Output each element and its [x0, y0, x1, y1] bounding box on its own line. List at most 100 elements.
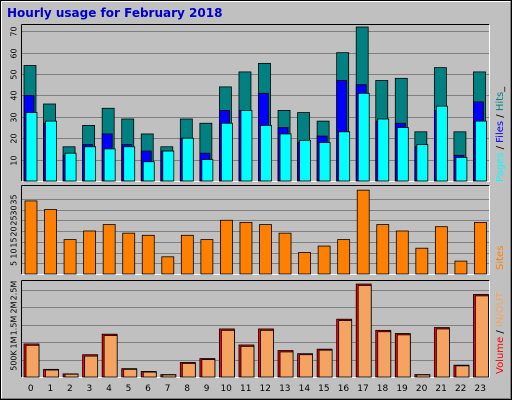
pages-bar: [84, 146, 97, 182]
x-tick-label: 18: [377, 384, 389, 394]
sites-bar: [44, 209, 57, 275]
hits-panel-y-tick-label: 40: [10, 90, 19, 100]
pages-bar: [181, 137, 194, 182]
sites-bar: [298, 252, 311, 275]
pages-bar: [64, 152, 77, 182]
in-out-bar: [162, 374, 177, 378]
pages-bar: [455, 157, 468, 182]
pages-bar: [338, 131, 351, 182]
pages-bar: [25, 112, 38, 182]
pages-bar: [377, 118, 390, 182]
sites-panel-y-tick-label: 15: [10, 237, 19, 247]
x-tick-label: 10: [220, 384, 232, 394]
in-out-bar: [396, 334, 411, 378]
in-out-bar: [84, 355, 99, 378]
series-in-out: [25, 285, 489, 378]
sites-bar: [24, 200, 38, 275]
in-out-bar: [181, 363, 196, 378]
x-tick-label: 13: [279, 384, 290, 394]
x-tick-label: 6: [145, 384, 151, 394]
in-out-bar: [377, 331, 392, 378]
sites-bar: [356, 189, 370, 275]
in-out-bar: [475, 295, 489, 378]
in-out-bar: [103, 335, 118, 378]
sites-bar: [63, 239, 77, 275]
x-tick-label: 3: [87, 384, 93, 394]
x-tick-label: 0: [28, 384, 34, 394]
legend-hits: Hits: [495, 92, 506, 111]
pages-bar: [142, 161, 155, 182]
hits-panel-y-tick-label: 60: [10, 48, 19, 58]
sites-bar: [415, 247, 429, 275]
pages-bar: [162, 150, 175, 182]
x-axis-labels: 0 1 2 3 4 5 6 7 8 9 10 11 12 13 14 15 16 17 18 19 20 21 22 23: [28, 384, 486, 394]
x-tick-label: 12: [260, 384, 271, 394]
legend-pages: Pages: [495, 153, 506, 182]
pages-bar: [260, 124, 272, 182]
pages-bar: [221, 122, 233, 182]
legend-in-out: IN/OUT: [495, 291, 506, 327]
volume-panel-y-tick-label: 2M: [10, 301, 19, 313]
x-tick-label: 2: [67, 384, 73, 394]
sites-bar: [317, 245, 331, 275]
x-tick-label: 21: [435, 384, 446, 394]
chart-panels: 102030405060705101520253035500K1M1.5M2M2…: [10, 24, 490, 378]
sites-bar: [395, 230, 409, 275]
sites-bar: [239, 221, 253, 275]
sites-bar: [200, 239, 214, 275]
sites-bar: [337, 239, 351, 275]
pages-bar: [103, 148, 116, 182]
volume-panel-y-tick-label: 1.5M: [10, 316, 19, 336]
pages-bar: [123, 146, 136, 182]
series-sites: [24, 189, 487, 275]
legend-sep: _: [495, 86, 506, 93]
side-legend-text: Volume / IN/OUT: [495, 291, 506, 374]
sites-panel-y-tick-label: 25: [10, 215, 19, 225]
sites-bar: [83, 230, 97, 275]
sites-bar: [278, 232, 292, 275]
hits-panel-plot-area: [21, 24, 490, 182]
pages-bar: [416, 144, 429, 182]
sites-bar: [474, 221, 487, 275]
pages-bar: [201, 159, 214, 182]
pages-bar: [435, 105, 448, 182]
hits-panel-y-tick-label: 70: [10, 26, 19, 36]
sites-panel-y-tick-label: 10: [10, 248, 19, 258]
side-legend: Pages / Files / Hits_ Sites Volume / IN/OU…: [495, 86, 506, 374]
x-tick-label: 8: [184, 384, 190, 394]
sites-bar: [454, 260, 468, 275]
pages-bar: [318, 142, 331, 182]
legend-sites: Sites: [495, 246, 506, 270]
x-tick-label: 16: [338, 384, 350, 394]
sites-bar: [220, 219, 233, 275]
hits-panel-y-tick-label: 50: [10, 69, 19, 79]
x-tick-label: 15: [318, 384, 329, 394]
sites-bar: [102, 224, 116, 275]
pages-bar: [396, 127, 409, 182]
pages-bar: [45, 120, 57, 182]
in-out-bar: [455, 365, 470, 378]
pages-bar: [279, 133, 292, 182]
sites-bar: [434, 226, 448, 275]
in-out-bar: [260, 329, 274, 378]
sites-panel-y-tick-label: 35: [10, 194, 19, 204]
pages-bar: [475, 120, 487, 182]
in-out-bar: [357, 285, 372, 378]
volume-panel-plot-area: [21, 280, 490, 378]
in-out-bar: [240, 345, 255, 378]
pages-bar: [240, 110, 253, 182]
x-tick-label: 9: [204, 384, 210, 394]
volume-panel-y-tick-label: 500K: [10, 349, 19, 370]
sites-bar: [161, 256, 175, 275]
x-tick-label: 4: [106, 384, 112, 394]
hits-files-pages-panel: 10 20 30 40 50 60 70: [10, 24, 490, 182]
x-tick-label: 22: [455, 384, 466, 394]
sites-bar: [122, 232, 136, 275]
side-legend-text: Sites: [495, 246, 506, 270]
pages-bar: [299, 139, 311, 182]
pages-bar: [357, 92, 370, 182]
volume-panel-y-tick-label: 2.5M: [10, 281, 19, 301]
